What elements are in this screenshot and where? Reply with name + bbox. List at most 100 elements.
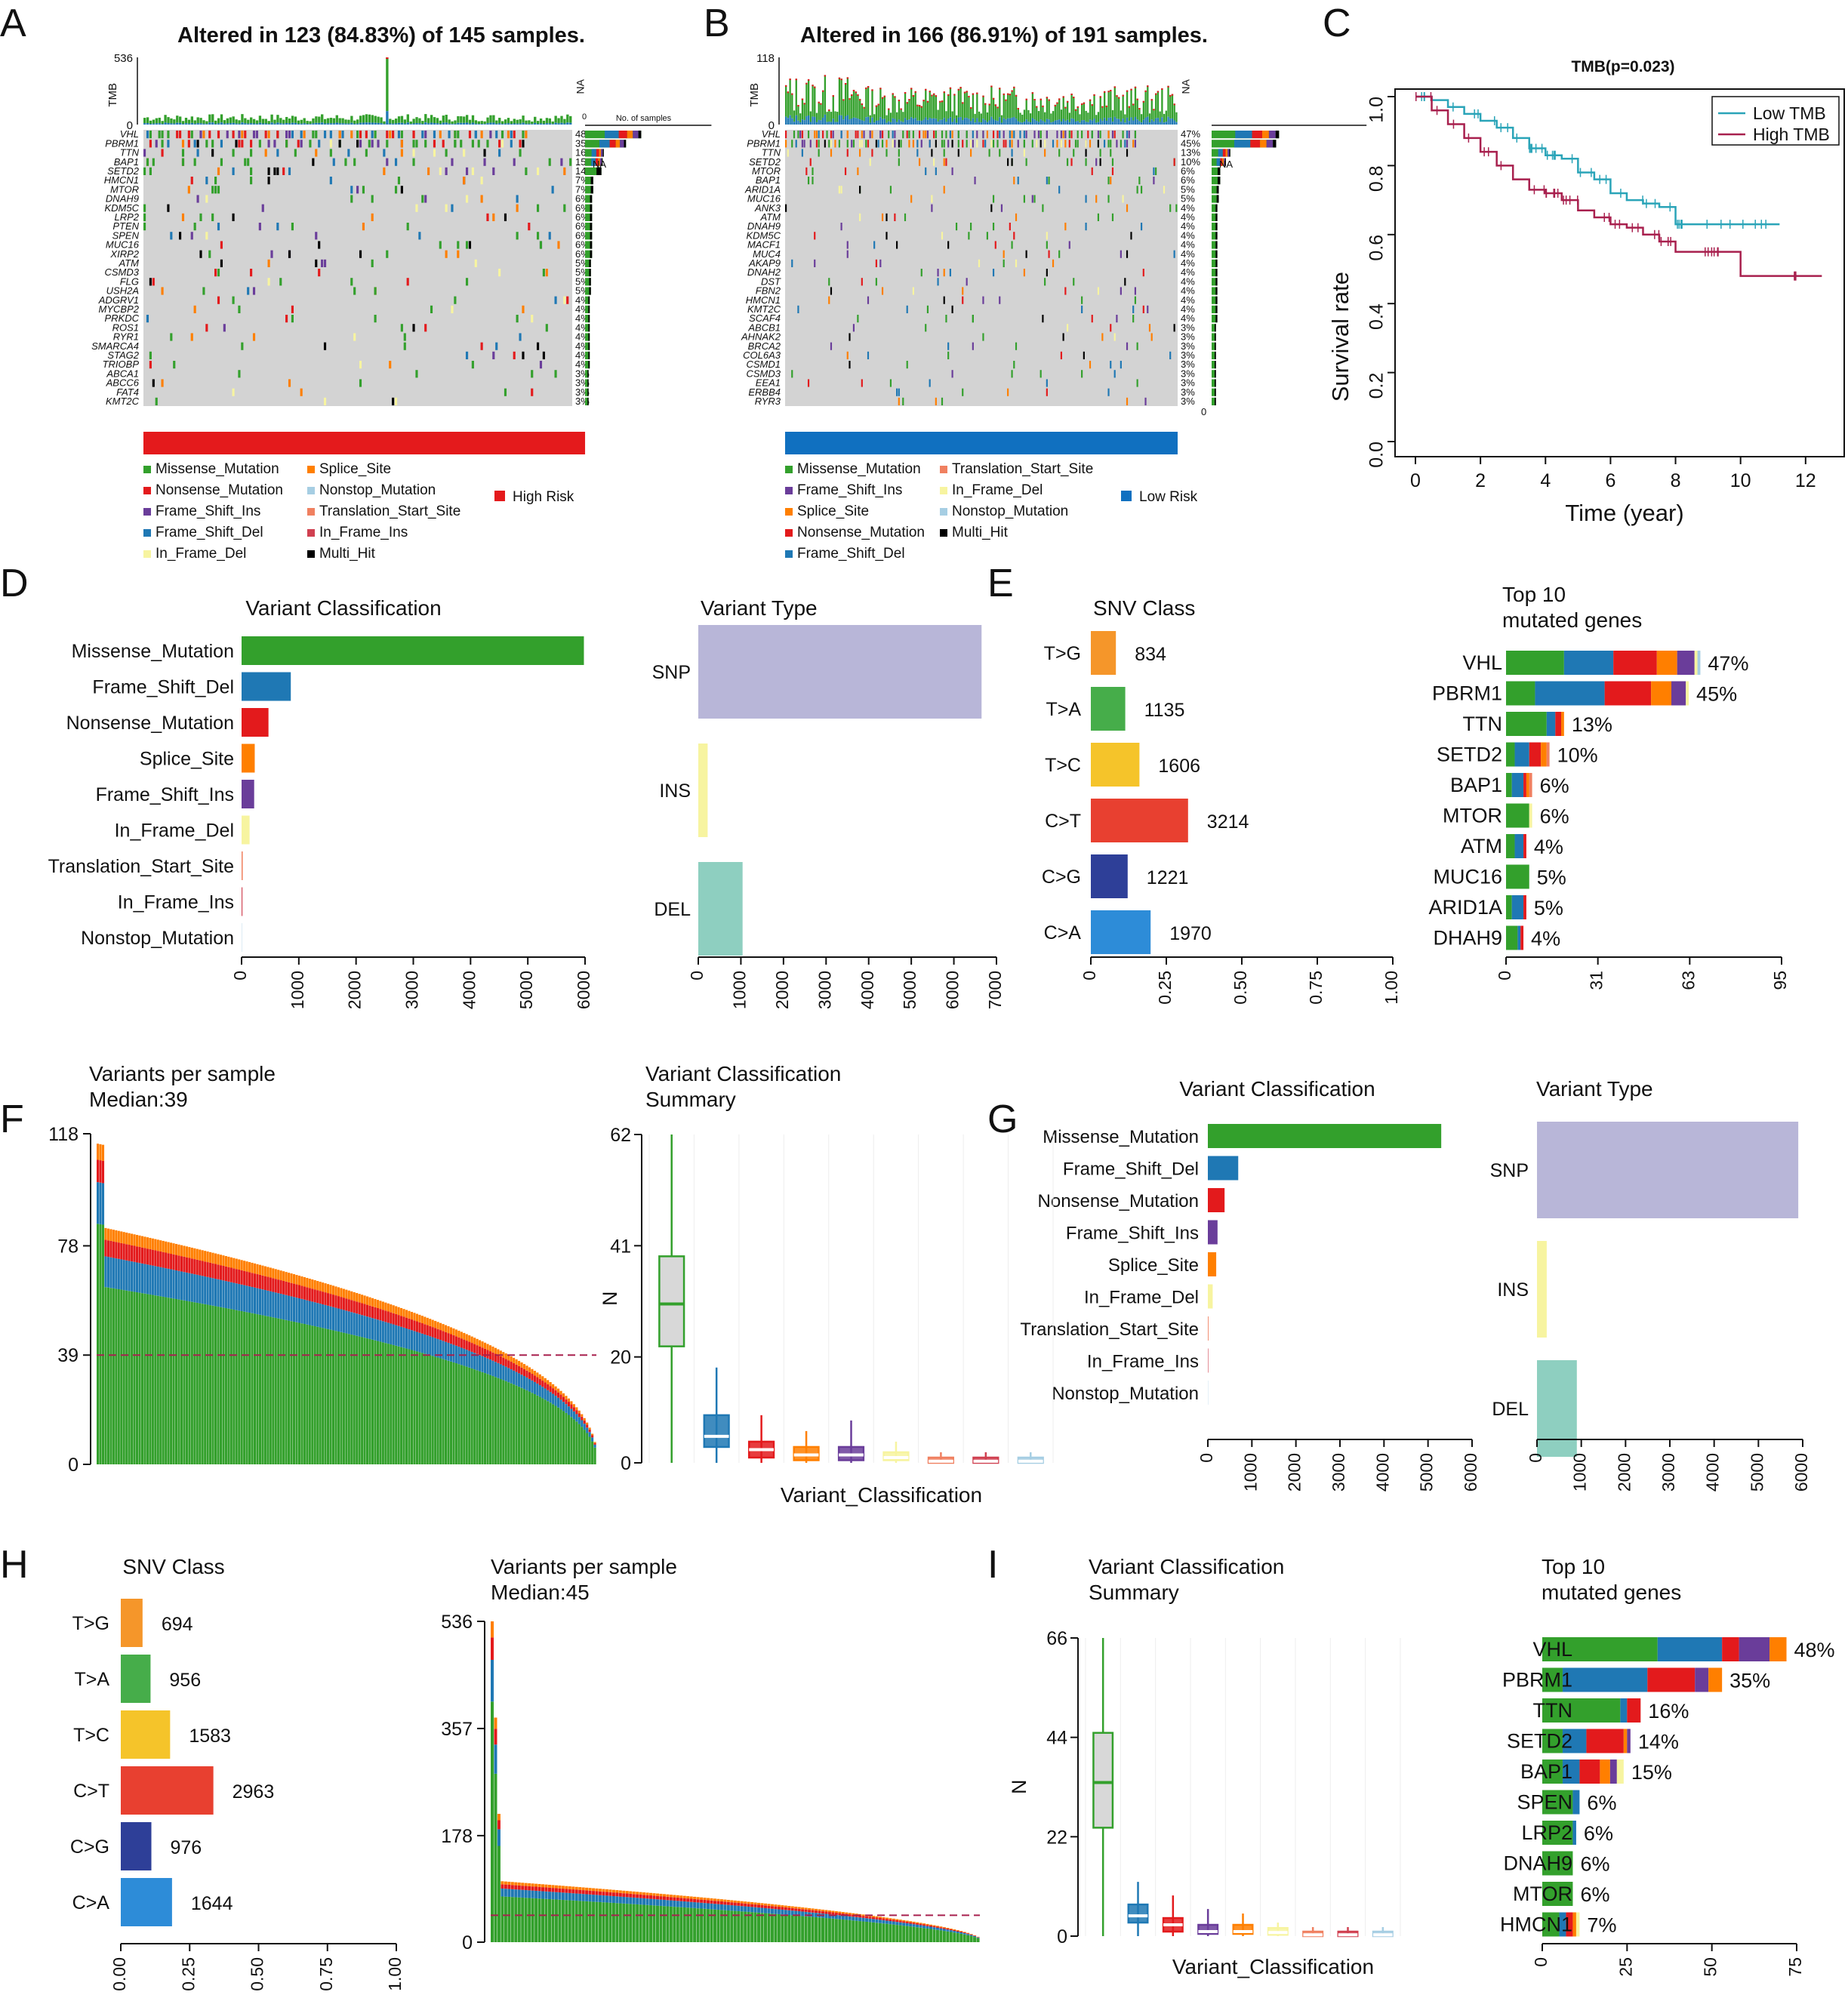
tmb-bar [445, 122, 448, 125]
sample-bar [331, 1330, 335, 1464]
sample-bar [552, 1393, 555, 1405]
gene-count-bar [1225, 158, 1226, 166]
sample-bar [266, 1267, 270, 1277]
mutation-cell [1031, 195, 1033, 203]
mutation-cell [329, 177, 332, 185]
tmb-bar [312, 123, 315, 125]
sample-bar [410, 1350, 414, 1464]
gene-count-bar [1212, 315, 1218, 323]
sample-bar [235, 1283, 238, 1310]
sample-bar [180, 1300, 183, 1464]
gene-count-bar [1261, 131, 1269, 139]
sample-bar [763, 1907, 768, 1913]
tmb-bar [898, 100, 901, 120]
gene-label: FLG [120, 276, 139, 287]
bar-segment [1542, 1729, 1563, 1753]
mutation-cell [332, 158, 335, 166]
x-tick-label: 0.50 [248, 1957, 267, 1991]
tmb-bar [1150, 99, 1153, 101]
sample-bar [253, 1263, 257, 1274]
sample-bar [199, 1303, 202, 1464]
mutation-cell [439, 131, 442, 139]
legend-swatch [785, 529, 793, 537]
sample-bar [567, 1415, 570, 1464]
mutation-cell [359, 379, 362, 387]
mutation-cell [797, 131, 799, 139]
sample-bar [159, 1240, 162, 1251]
sample-bar [592, 1895, 596, 1902]
tmb-bar [785, 116, 787, 125]
sample-bar [726, 1901, 730, 1905]
sample-bar [554, 1390, 557, 1396]
mutation-cell [190, 232, 193, 240]
sample-bar [586, 1427, 589, 1433]
gene-count-bar [1212, 351, 1216, 359]
mutation-cell [1044, 278, 1046, 286]
sample-bar [912, 1921, 916, 1923]
mutation-cell [918, 131, 921, 139]
tmb-bar [846, 77, 849, 115]
sample-bar [97, 1144, 100, 1160]
gene-count-bar [588, 315, 590, 323]
sample-bar [559, 1390, 562, 1395]
tmb-bar [548, 118, 551, 124]
tmb-bar [421, 121, 424, 125]
mutation-cell [1058, 186, 1061, 194]
sample-bar [350, 1300, 353, 1313]
sample-bar [240, 1284, 243, 1312]
sample-bar [473, 1353, 476, 1370]
sample-bar [517, 1885, 521, 1890]
sample-bar [374, 1307, 377, 1319]
mutation-cell [1052, 259, 1055, 267]
mutation-cell [1113, 131, 1116, 139]
mutation-cell [267, 259, 270, 267]
tmb-bar [869, 115, 871, 123]
tmb-bar [1153, 109, 1155, 122]
tmb-bar [545, 118, 549, 124]
sample-bar [567, 1398, 570, 1402]
legend-swatch [785, 508, 793, 516]
sample-bar [190, 1258, 193, 1274]
gene-label: BRCA2 [748, 340, 781, 352]
sample-bar [266, 1316, 270, 1464]
tmb-bar [1120, 110, 1123, 122]
panel-letter-a: A [0, 2, 26, 45]
mutation-cell [1058, 149, 1061, 157]
tmb-bar [557, 118, 560, 124]
sample-bar [470, 1368, 473, 1464]
tmb-bar [1148, 122, 1151, 125]
tmb-bar [805, 82, 808, 85]
gene-count-bar [590, 204, 593, 212]
sample-bar [415, 1321, 418, 1332]
sample-bar [544, 1898, 548, 1942]
gene-label: DNAH9 [106, 193, 139, 205]
tmb-bar [1046, 119, 1049, 125]
mutation-cell [300, 388, 303, 396]
sample-bar [269, 1316, 272, 1464]
tmb-bar [1110, 117, 1112, 125]
tmb-bar [1120, 122, 1123, 125]
gene-count-bar [599, 140, 610, 148]
mutation-cell [412, 158, 415, 166]
gene-percent: 3% [1181, 396, 1195, 407]
mutation-cell [1110, 324, 1112, 332]
gene-count-bar [598, 158, 600, 166]
sample-bar [486, 1358, 489, 1375]
mutation-cell [1091, 167, 1093, 175]
tmb-bar [840, 79, 842, 115]
sample-bar [868, 1916, 872, 1919]
mutation-cell [943, 296, 945, 304]
sample-bar [502, 1380, 505, 1464]
mutation-cell [288, 131, 291, 139]
sample-bar [781, 1914, 784, 1942]
sample-bar [154, 1266, 157, 1296]
mutation-cell [937, 278, 939, 286]
chart-title: mutated genes [1502, 608, 1642, 632]
mutation-cell [793, 131, 796, 139]
sample-bar [605, 1895, 608, 1903]
y-tick-label: 39 [57, 1345, 79, 1366]
sample-bar [841, 1920, 845, 1942]
sample-bar [770, 1913, 774, 1942]
tmb-bar [1159, 122, 1161, 125]
category-label: Splice_Site [140, 749, 234, 770]
